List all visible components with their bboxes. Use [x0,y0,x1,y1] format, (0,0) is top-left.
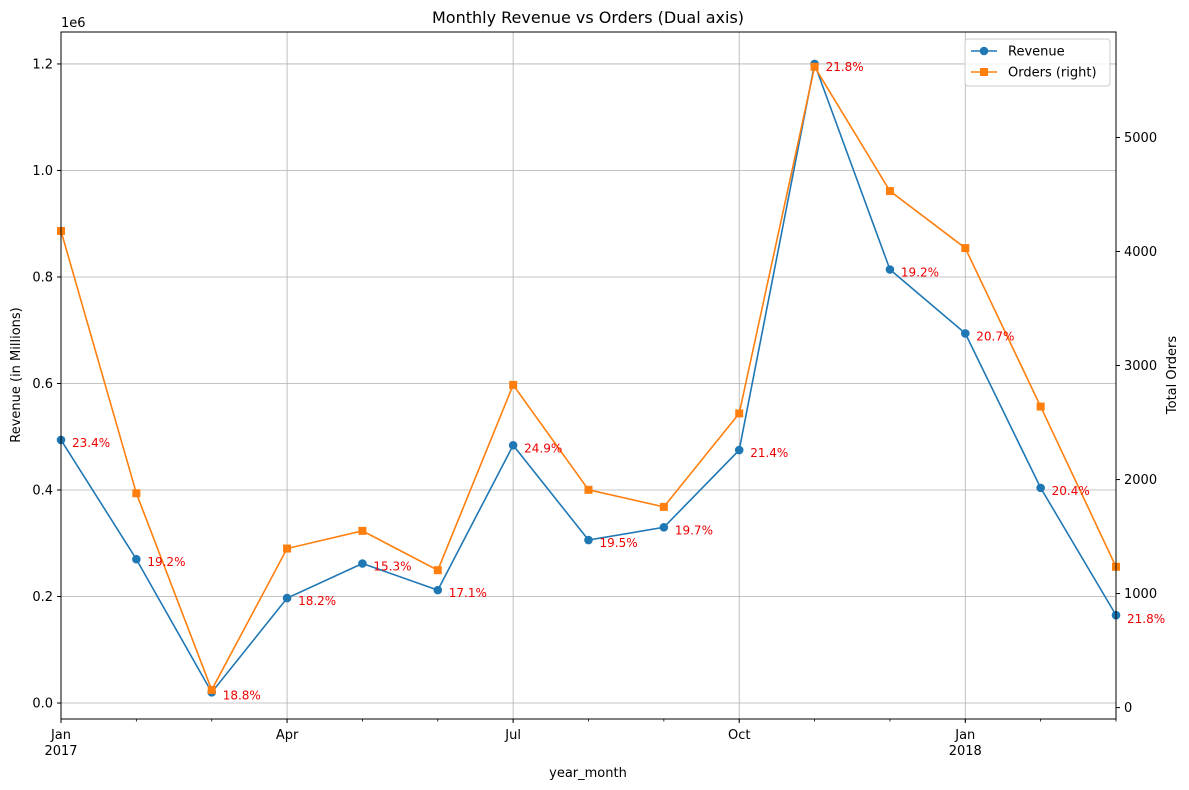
legend: Revenue Orders (right) [964,38,1111,87]
y-tick-label: 0.8 [32,270,53,285]
y2-tick-label: 4000 [1124,245,1157,260]
revenue-point [433,585,443,595]
legend-marker-orders [980,68,988,76]
orders-point [207,685,216,694]
percent-annotation: 19.2% [901,266,939,280]
chart-title: Monthly Revenue vs Orders (Dual axis) [432,8,744,27]
orders-point [659,502,668,511]
x-tick-label: Jul [504,728,521,743]
revenue-point [508,440,518,450]
percent-annotation: 18.2% [298,594,336,608]
plot-frame [60,31,1117,720]
revenue-point [734,445,744,455]
orders-point [961,244,970,253]
orders-point [509,380,518,389]
legend-label-revenue: Revenue [1008,45,1065,60]
revenue-point [659,522,669,532]
percent-annotation: 21.4% [750,446,788,460]
y-tick-label: 1.0 [32,164,53,179]
legend-marker-revenue [979,46,989,56]
y-axis-left: 0.0 0.2 0.4 0.6 0.8 1.0 1.2 [32,57,61,712]
y-offset-text: 1e6 [61,16,86,31]
x-tick-sublabel: 2017 [44,744,77,759]
x-tick-sublabel: 2018 [949,744,982,759]
percent-annotation: 19.5% [600,536,638,550]
y-tick-label: 0.0 [32,697,53,712]
y2-tick-label: 2000 [1124,473,1157,488]
y-tick-label: 0.2 [32,590,53,605]
percent-annotation: 20.7% [976,329,1014,343]
orders-point [584,485,593,494]
y-tick-label: 0.4 [32,484,53,499]
revenue-point [960,329,970,338]
y2-axis-title: Total Orders [1165,336,1180,415]
x-tick-label: Apr [276,728,299,743]
orders-point [1036,402,1045,411]
y-axis-title: Revenue (in Millions) [9,307,24,443]
x-axis-title: year_month [549,766,627,781]
y-tick-label: 0.6 [32,377,53,392]
percent-annotation: 19.7% [675,523,713,537]
percent-annotation: 17.1% [449,586,487,600]
x-tick-label: Jan [50,728,71,743]
percent-annotation: 24.9% [524,441,562,455]
percent-annotation: 21.8% [826,60,864,74]
plot-area: 23.4% 19.2% 18.8% 18.2% 15.3% 17.1% 24.9% 19.5%… [56,59,1165,702]
y2-tick-label: 3000 [1124,359,1157,374]
legend-label-orders: Orders (right) [1008,66,1097,81]
orders-point [433,566,442,575]
revenue-point [584,535,593,545]
orders-point [358,526,367,535]
percent-annotation: 18.8% [223,688,261,702]
x-tick-label: Oct [728,728,750,743]
grid [60,32,1116,719]
percent-annotation: 20.4% [1052,484,1090,498]
revenue-point [358,559,367,568]
legend-box [964,38,1111,87]
orders-point [810,62,819,71]
x-tick-label: Jan [954,728,975,743]
y-tick-label: 1.2 [32,57,53,72]
percent-annotation: 21.8% [1127,612,1165,626]
percent-annotation: 23.4% [72,436,110,450]
revenue-point [282,593,292,603]
revenue-point [132,554,141,564]
y-axis-right: 0 1000 2000 3000 4000 5000 [1116,131,1157,716]
orders-point [283,544,292,553]
orders-point [132,489,141,498]
revenue-point [885,265,895,274]
y2-tick-label: 5000 [1124,131,1157,146]
revenue-line [60,60,1117,694]
y2-tick-label: 1000 [1124,587,1157,602]
orders-point [735,409,744,418]
percent-annotation: 19.2% [147,555,185,569]
revenue-point [1036,483,1045,493]
y2-tick-label: 0 [1124,701,1132,716]
percent-annotation: 15.3% [373,559,411,573]
orders-point [885,187,894,196]
